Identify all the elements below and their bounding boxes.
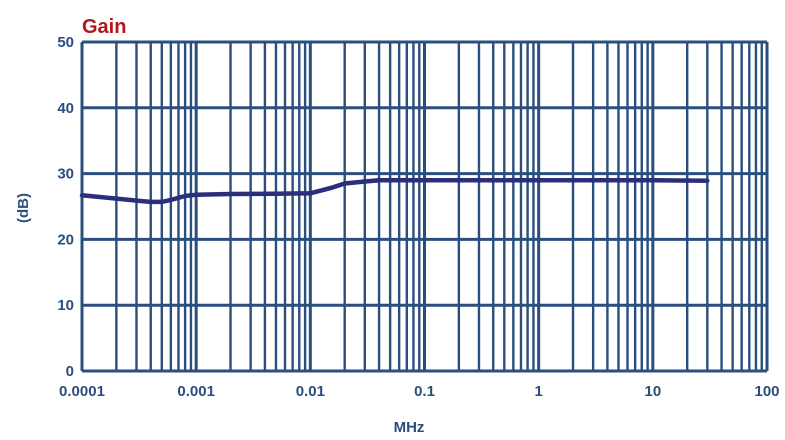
- y-axis-title: (dB): [15, 193, 32, 223]
- grid: [80, 40, 769, 373]
- x-tick-label: 0.001: [177, 383, 215, 400]
- y-tick-label: 50: [57, 34, 74, 51]
- gain-series-line: [79, 177, 710, 205]
- y-tick-label: 30: [57, 166, 74, 183]
- x-tick-label: 0.0001: [59, 383, 105, 400]
- x-tick-label: 10: [644, 383, 661, 400]
- chart-title: Gain: [82, 16, 126, 38]
- y-tick-label: 0: [66, 363, 74, 380]
- y-tick-label: 40: [57, 100, 74, 117]
- x-tick-label: 0.1: [414, 383, 435, 400]
- x-tick-label: 0.01: [296, 383, 325, 400]
- series-layer: [79, 177, 710, 205]
- x-tick-label: 1: [534, 383, 542, 400]
- tick-labels: 0 10 20 30 40 50 0.0001 0.001 0.01 0.1 1 10 100: [57, 34, 779, 400]
- x-axis-title: MHz: [394, 419, 425, 435]
- y-tick-label: 20: [57, 231, 74, 248]
- y-tick-label: 10: [57, 297, 74, 314]
- x-tick-label: 100: [754, 383, 779, 400]
